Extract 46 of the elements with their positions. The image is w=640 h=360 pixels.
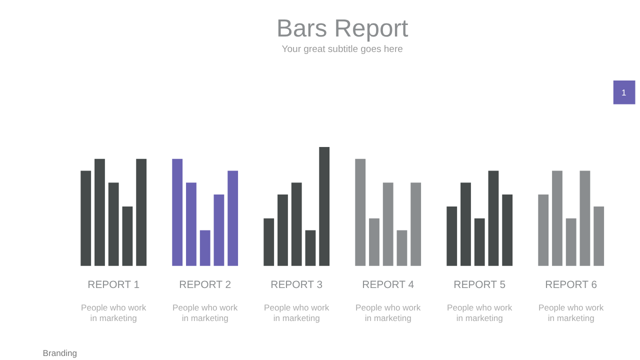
bar <box>460 182 471 266</box>
x-tick-label: REPORT 5 <box>454 280 506 292</box>
bar <box>396 230 408 266</box>
bar <box>580 170 590 266</box>
bar <box>382 182 394 266</box>
bar <box>355 158 366 266</box>
bar <box>228 170 238 266</box>
text: People who work in marketing <box>172 302 238 324</box>
x-tick-label: REPORT 4 <box>362 280 414 292</box>
bar <box>291 182 302 266</box>
x-tick-label: REPORT 1 <box>88 280 140 292</box>
bar <box>94 158 105 266</box>
chart-title: Bars Report <box>276 16 408 43</box>
bar <box>136 158 147 266</box>
bar <box>278 194 288 266</box>
text: People who work in marketing <box>538 302 604 324</box>
bar <box>264 218 274 266</box>
x-tick-label: REPORT 2 <box>179 280 232 292</box>
bar <box>410 182 422 266</box>
bar <box>488 170 499 266</box>
bar <box>502 194 513 266</box>
bar <box>552 170 562 266</box>
chart-subtitle: Your great subtitle goes here <box>282 44 403 55</box>
x-tick-label: REPORT 3 <box>270 280 323 292</box>
bar <box>538 194 549 266</box>
text: Branding <box>42 348 78 358</box>
text: People who work in marketing <box>81 302 147 324</box>
bar <box>200 230 210 266</box>
bar <box>305 230 316 266</box>
bar <box>446 206 458 266</box>
text: People who work in marketing <box>264 302 330 324</box>
text: 1 <box>621 88 626 98</box>
bar <box>566 218 576 266</box>
bar <box>186 182 196 266</box>
x-tick-label: REPORT 6 <box>545 280 598 292</box>
bar <box>594 206 604 266</box>
bar <box>122 206 133 266</box>
bar <box>474 218 485 266</box>
bar <box>172 158 183 266</box>
bar <box>108 182 119 266</box>
bar <box>369 218 380 266</box>
text: People who work in marketing <box>356 302 422 324</box>
bar <box>319 147 330 266</box>
bar <box>80 170 92 266</box>
bar <box>214 194 224 266</box>
text: People who work in marketing <box>447 302 513 324</box>
